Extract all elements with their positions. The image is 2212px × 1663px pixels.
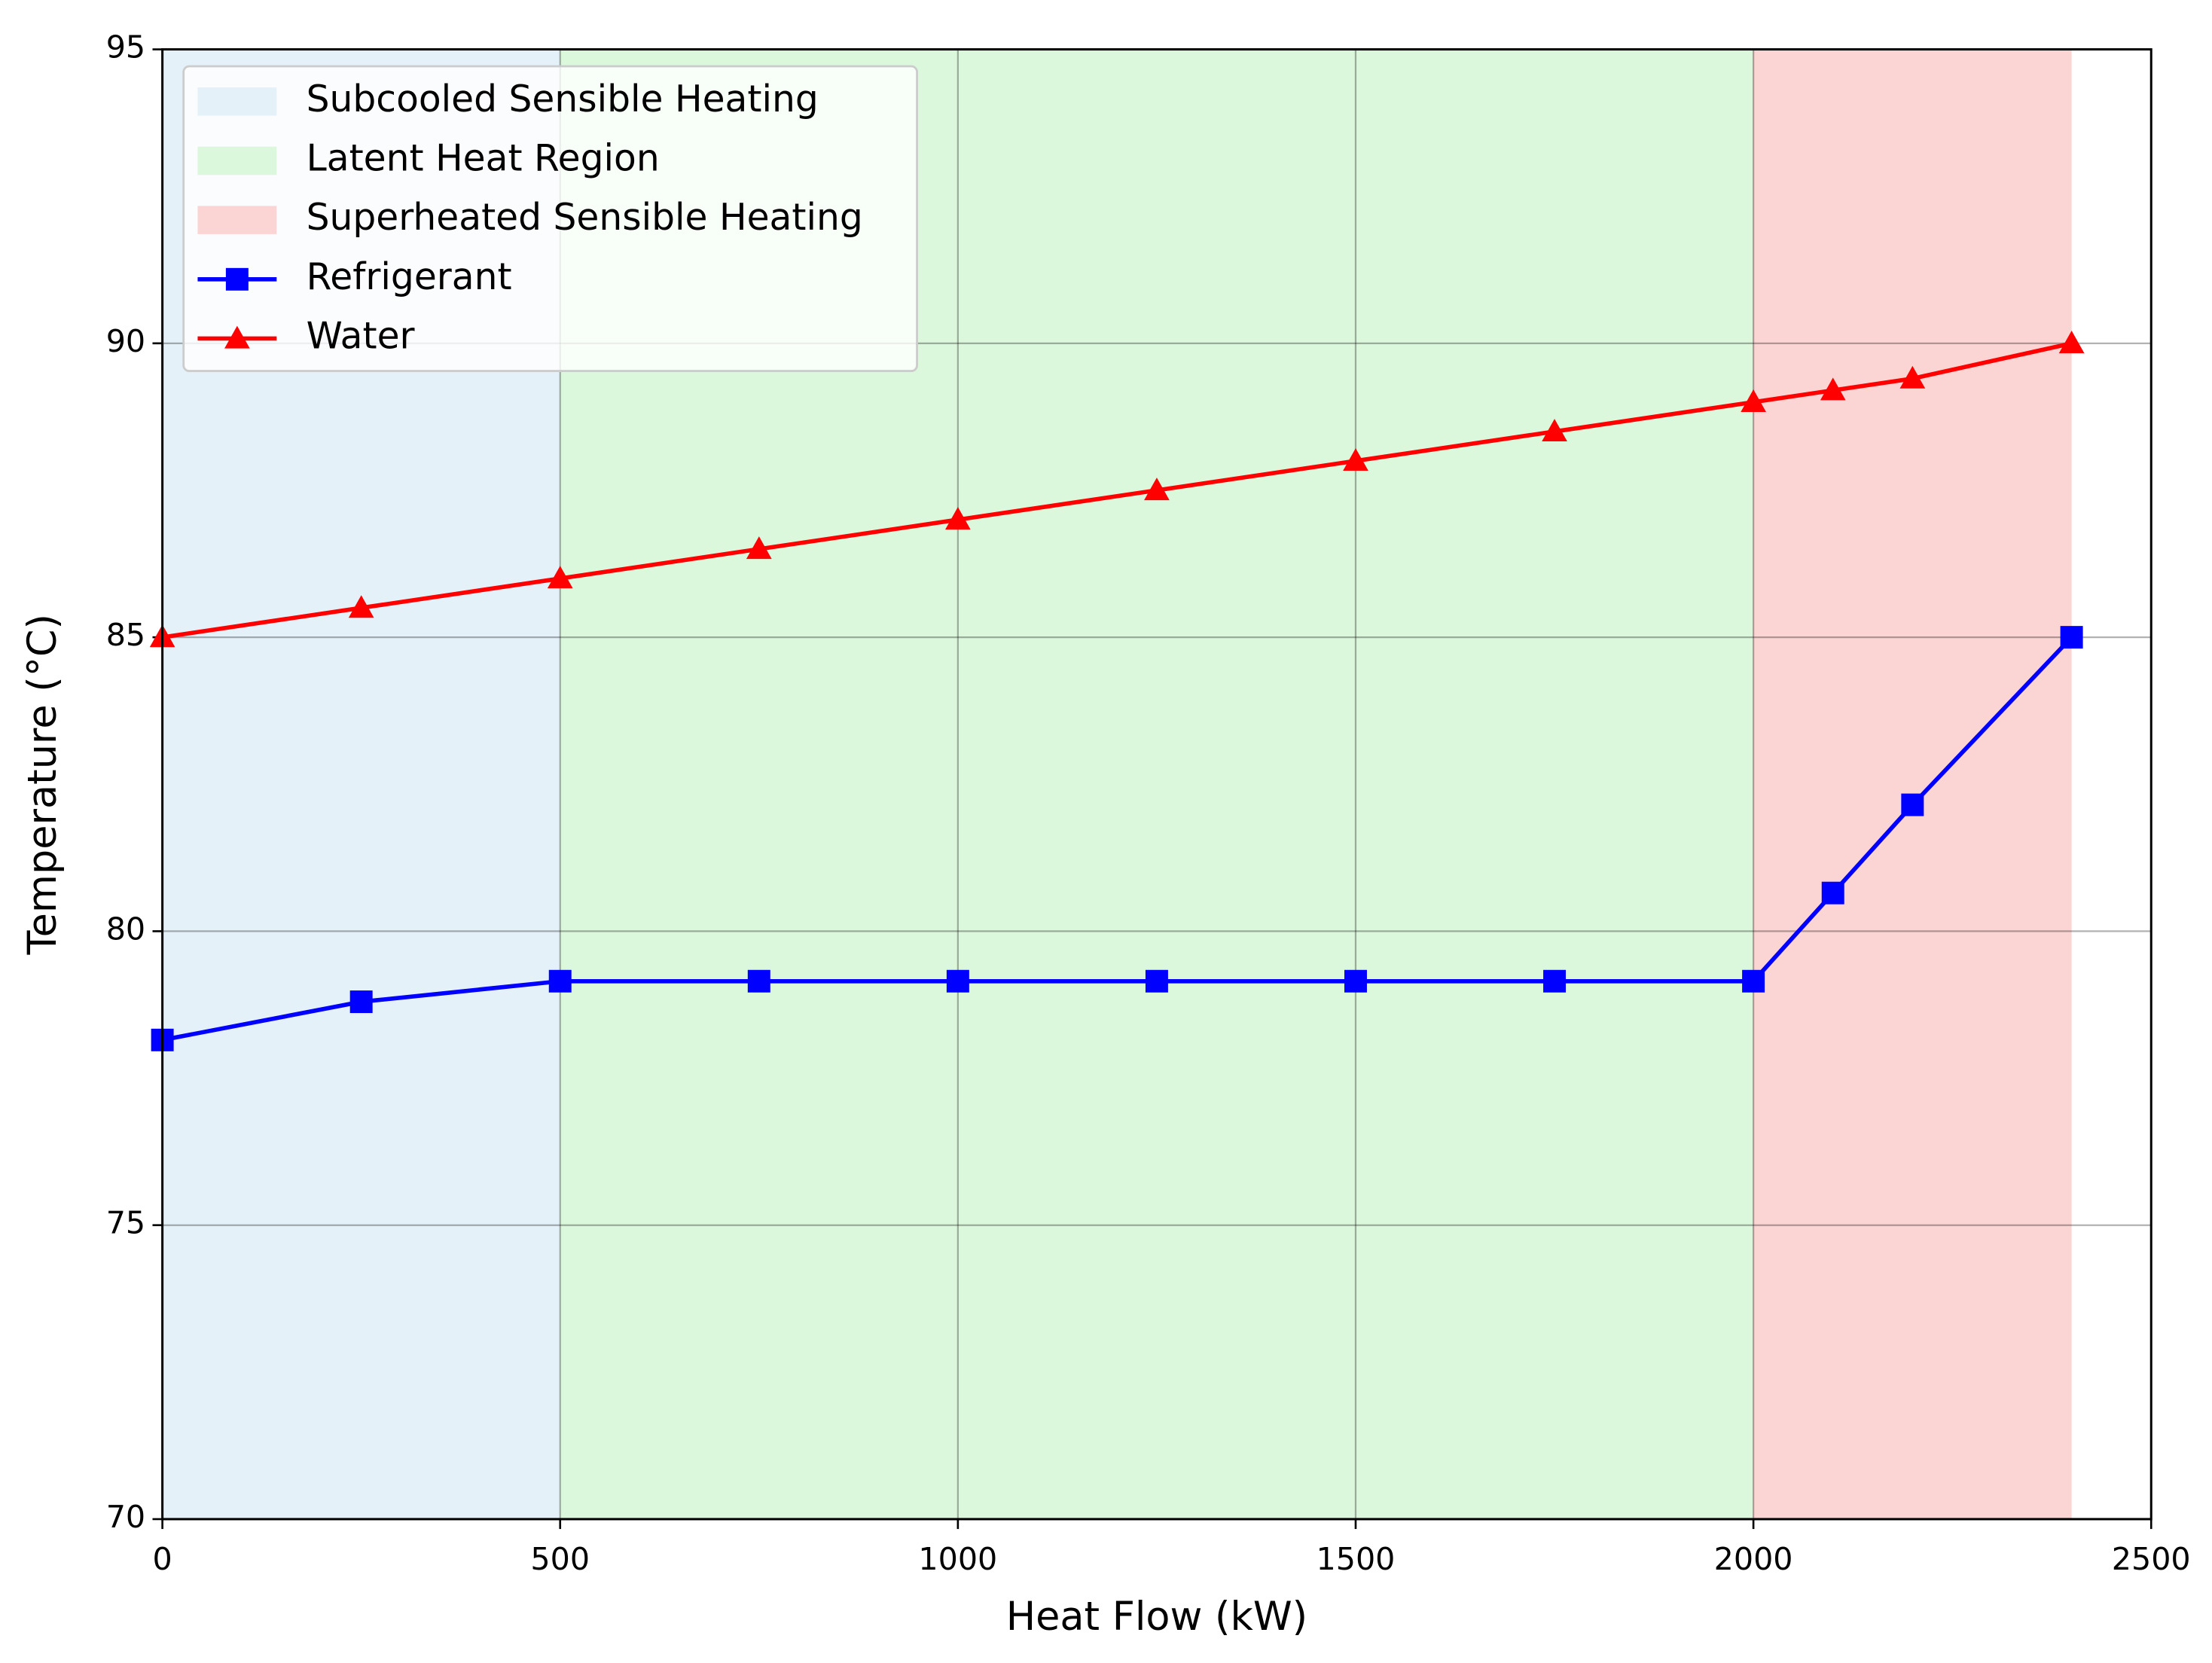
y-axis-label: Temperature (°C): [20, 614, 66, 955]
legend-swatch: [197, 206, 277, 234]
marker: [1144, 478, 1170, 501]
y-tick-label: 95: [106, 29, 145, 66]
x-axis-label: Heat Flow (kW): [1006, 1594, 1307, 1640]
marker: [1344, 969, 1367, 993]
legend-label: Refrigerant: [307, 256, 512, 298]
marker: [1343, 448, 1368, 471]
series-line: [162, 636, 2073, 1042]
y-tick-label: 90: [106, 323, 145, 359]
marker: [547, 566, 573, 589]
legend-swatch: [197, 87, 277, 116]
legend-label: Water: [307, 315, 416, 357]
legend: Subcooled Sensible Heating Latent Heat Re…: [182, 65, 918, 372]
marker: [348, 595, 374, 618]
marker: [548, 969, 572, 993]
marker: [1821, 881, 1844, 905]
marker: [946, 969, 969, 993]
marker: [1899, 365, 1926, 389]
x-tick-label: 2500: [2112, 1541, 2191, 1577]
y-tick-label: 85: [106, 617, 145, 653]
marker: [2058, 330, 2085, 353]
x-tick-label: 1500: [1317, 1541, 1396, 1577]
marker: [945, 507, 971, 530]
y-tick-label: 70: [106, 1499, 145, 1535]
legend-label: Subcooled Sensible Heating: [307, 78, 819, 121]
series-line: [162, 341, 2073, 639]
marker: [1820, 377, 1846, 401]
legend-marker: [225, 267, 249, 291]
marker: [1145, 969, 1168, 993]
marker: [1543, 969, 1567, 993]
y-tick-label: 75: [106, 1205, 145, 1241]
marker: [1741, 389, 1766, 412]
marker: [746, 536, 772, 560]
marker: [1901, 793, 1924, 816]
legend-box: [182, 65, 918, 372]
marker: [747, 969, 770, 993]
x-tick-label: 1000: [918, 1541, 997, 1577]
marker: [349, 990, 373, 1014]
marker: [1742, 969, 1765, 993]
legend-label: Latent Heat Region: [307, 137, 660, 179]
marker: [1542, 419, 1567, 442]
x-tick-label: 2000: [1714, 1541, 1793, 1577]
plot-frame: [161, 48, 2153, 1521]
x-tick-label: 0: [153, 1541, 172, 1577]
legend-label: Superheated Sensible Heating: [307, 197, 863, 239]
x-tick-label: 500: [530, 1541, 590, 1577]
legend-marker: [224, 325, 250, 349]
marker: [2060, 626, 2083, 649]
legend-swatch: [197, 146, 277, 175]
region: [1753, 49, 2072, 1519]
y-tick-label: 80: [106, 911, 145, 947]
